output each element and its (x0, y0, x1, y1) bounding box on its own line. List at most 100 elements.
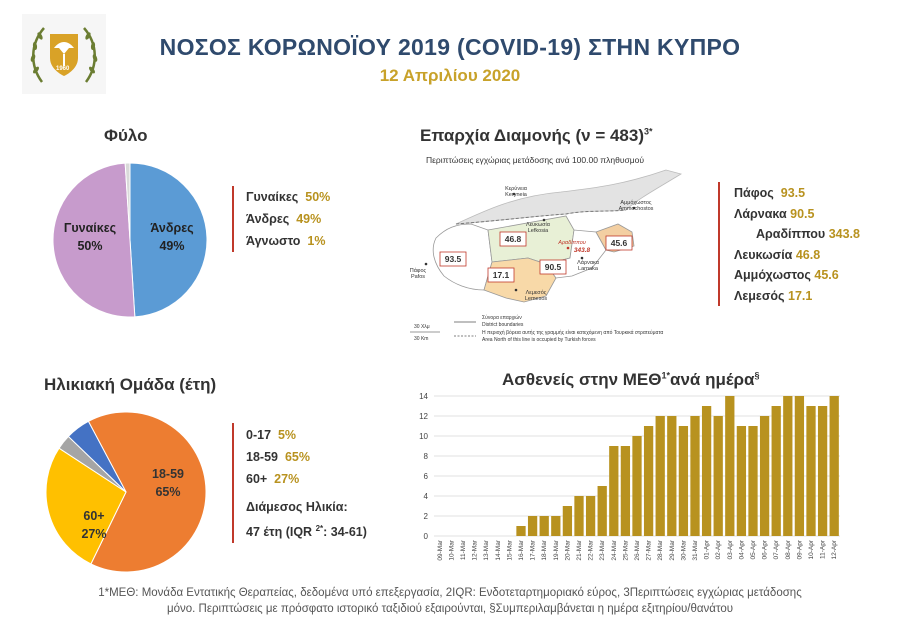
map-value-ammochostos: 45.6 (611, 238, 628, 248)
district-legend: Πάφος 93.5 Λάρνακα 90.5 Αραδίππου 343.8 … (734, 183, 860, 306)
map-place-kyrenia-line-2: Keryneia (505, 192, 528, 198)
gender-pie-label-men-pct: 49% (159, 239, 184, 253)
report-date: 12 Απριλίου 2020 (379, 66, 521, 85)
icu-bar (829, 396, 839, 536)
icu-bar-chart: 0 2 4 6 8 10 12 14 09-Mar 10-Mar 11-Mar 12-Mar 13-M… (419, 392, 840, 561)
map-place-limassol: Λεμεσός Lemesos (525, 289, 548, 302)
x-tick-label: 25-Mar (622, 539, 629, 560)
x-tick-label: 21-Mar (576, 539, 583, 560)
cyprus-district-map: 93.5 46.8 17.1 90.5 45.6 343.8 Κερύνεια K… (410, 169, 683, 343)
y-tick-label: 8 (424, 452, 429, 461)
gender-pie-chart: Γυναίκες 50% Άνδρες 49% (52, 162, 208, 318)
icu-bar (516, 526, 526, 536)
x-tick-label: 28-Mar (657, 539, 664, 560)
x-tick-label: 18-Mar (541, 539, 548, 560)
y-tick-label: 0 (424, 532, 429, 541)
x-tick-label: 03-Apr (727, 539, 734, 559)
x-tick-label: 01-Apr (704, 539, 711, 559)
gender-section-title: Φύλο (104, 126, 148, 145)
y-tick-label: 6 (424, 472, 429, 481)
x-tick-label: 09-Mar (437, 539, 444, 560)
median-age-label: Διάμεσος Ηλικία: (246, 500, 348, 514)
footnotes: 1*ΜΕΘ: Μονάδα Εντατικής Θεραπείας, δεδομ… (20, 585, 880, 617)
median-age-value: 47 έτη (IQR 2*: 34-61) (246, 524, 367, 540)
district-legend-divider (718, 182, 720, 306)
icu-bar (771, 406, 781, 536)
legend-item-women: Γυναίκες 50% (246, 190, 331, 204)
gender-legend: Γυναίκες 50% Άνδρες 49% Άγνωστο 1% (246, 186, 330, 252)
gender-pie-label-women: Γυναίκες (64, 221, 116, 235)
district-title-footnote: 3* (644, 126, 653, 137)
icu-bar (597, 486, 607, 536)
icu-bar (806, 406, 816, 536)
gender-pie-label-men: Άνδρες (150, 221, 193, 235)
icu-bar (783, 396, 793, 536)
map-caption: Περιπτώσεις εγχώριας μετάδοσης ανά 100.0… (426, 155, 645, 165)
map-place-ammochostos: Αμμόχωστος Ammochostos (619, 199, 654, 212)
legend-item-men: Άνδρες 49% (246, 212, 322, 226)
map-place-pafos: Πάφος Pafos (410, 267, 427, 280)
map-place-larnaka: Λάρνακα Larnaka (577, 259, 600, 272)
cyprus-emblem: 1960 (22, 14, 106, 94)
x-tick-label: 24-Mar (611, 539, 618, 560)
pie-slice-0-17 (67, 420, 127, 493)
x-tick-label: 05-Apr (750, 539, 757, 559)
icu-bar (632, 436, 642, 536)
icu-bar (725, 396, 735, 536)
x-tick-label: 20-Mar (564, 539, 571, 560)
pie-slice-unknown (124, 162, 131, 241)
icu-bar (678, 426, 689, 536)
map-place-lefkosia-line-1: Λευκωσία (526, 222, 551, 228)
icu-bar (748, 426, 758, 536)
x-tick-label: 09-Apr (796, 539, 803, 559)
map-place-larnaka-line-1: Λάρνακα (577, 259, 600, 266)
pie-slice-60-plus (45, 447, 127, 565)
x-tick-label: 19-Mar (553, 539, 560, 560)
icu-bar (609, 446, 619, 536)
age-legend-divider (232, 423, 234, 543)
y-tick-label: 14 (419, 392, 428, 401)
icu-bar (701, 406, 712, 536)
y-tick-label: 2 (424, 512, 429, 521)
x-tick-label: 07-Apr (773, 539, 780, 559)
icu-bar (736, 426, 747, 536)
x-tick-label: 27-Mar (646, 539, 653, 560)
legend-item-unknown: Άγνωστο 1% (246, 234, 326, 248)
x-tick-label: 10-Apr (808, 539, 815, 559)
emblem-year: 1960 (56, 66, 70, 72)
map-place-ammochostos-line-2: Ammochostos (619, 206, 654, 212)
x-tick-label: 10-Mar (448, 539, 455, 560)
age-pie-label-1859: 18-59 (152, 467, 184, 481)
map-value-larnaka: 90.5 (545, 262, 562, 272)
legend-item-60-plus: 60+ 27% (246, 472, 300, 486)
y-tick-label: 4 (424, 492, 429, 501)
legend-item-ammochostos: Αμμόχωστος 45.6 (734, 268, 839, 282)
map-scale-km-en: 30 Km (414, 336, 428, 342)
x-tick-label: 04-Apr (738, 539, 745, 559)
x-tick-label: 13-Mar (483, 539, 490, 560)
map-place-kyrenia-line-1: Κερύνεια (505, 185, 528, 192)
map-legend-occupied-en: Area North of this line is occupied by T… (482, 337, 596, 343)
x-tick-label: 06-Apr (762, 539, 769, 559)
icu-bar (562, 506, 573, 536)
icu-bar (713, 416, 723, 536)
x-tick-label: 30-Mar (680, 539, 687, 560)
age-pie-chart: 18-59 65% 60+ 27% (45, 411, 207, 573)
map-legend-boundaries-en: District boundaries (482, 322, 524, 328)
x-tick-label: 08-Apr (785, 539, 792, 559)
icu-bar (551, 516, 561, 536)
icu-bar (539, 516, 549, 536)
map-place-kyrenia: Κερύνεια Keryneia (505, 185, 528, 198)
icu-bar (643, 426, 654, 536)
age-pie-label-1859-pct: 65% (155, 485, 180, 499)
district-section-title: Επαρχία Διαμονής (ν = 483)3* (420, 126, 653, 145)
age-section-title: Ηλικιακή Ομάδα (έτη) (44, 375, 217, 394)
map-scale-km-gr: 30 Χλμ (414, 324, 430, 330)
x-tick-label: 14-Mar (495, 539, 502, 560)
map-place-larnaka-line-2: Larnaka (578, 266, 599, 272)
map-value-pafos: 93.5 (445, 254, 462, 264)
x-tick-label: 11-Apr (820, 539, 827, 559)
pie-slice-men (129, 162, 208, 318)
icu-bar (759, 416, 770, 536)
icu-bar (690, 416, 700, 536)
